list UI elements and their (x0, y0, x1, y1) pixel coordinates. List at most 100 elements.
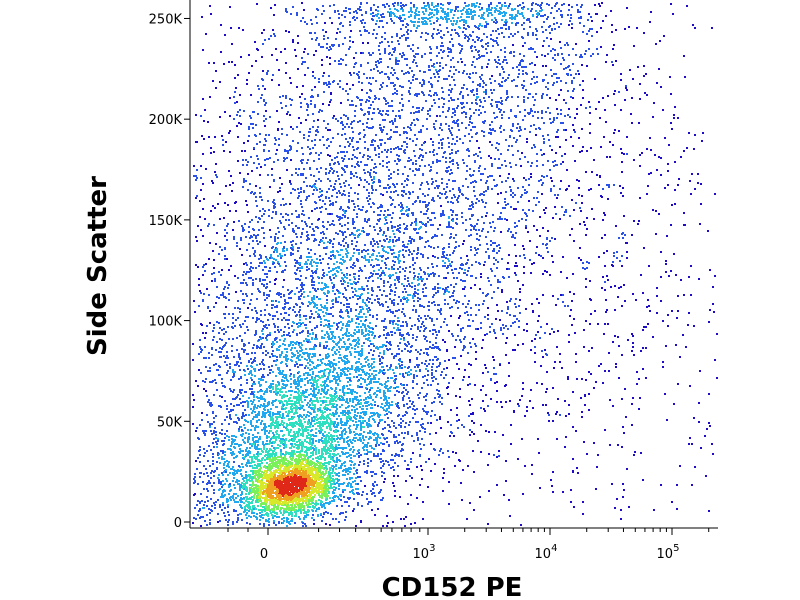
event-dot (327, 263, 329, 265)
event-dot (308, 406, 310, 408)
event-dot (278, 331, 280, 333)
event-dot (424, 201, 426, 203)
event-dot (315, 490, 317, 492)
event-dot (335, 429, 337, 431)
event-dot (330, 331, 332, 333)
event-dot (333, 359, 335, 361)
event-dot (484, 364, 486, 366)
event-dot (316, 470, 318, 472)
event-dot (301, 489, 303, 491)
event-dot (241, 429, 243, 431)
event-dot (313, 485, 315, 487)
event-dot (236, 443, 238, 445)
event-dot (239, 389, 241, 391)
event-dot (282, 413, 284, 415)
event-dot (272, 412, 274, 414)
event-dot (218, 479, 220, 481)
event-dot (308, 415, 310, 417)
event-dot (228, 461, 230, 463)
event-dot (210, 472, 212, 474)
event-dot (341, 464, 343, 466)
event-dot (341, 311, 343, 313)
event-dot (259, 464, 261, 466)
event-dot (311, 348, 313, 350)
event-dot (309, 364, 311, 366)
event-dot (232, 313, 234, 315)
event-dot (275, 364, 277, 366)
event-dot (275, 452, 277, 454)
event-dot (285, 478, 287, 480)
event-dot (307, 475, 309, 477)
event-dot (218, 374, 220, 376)
event-dot (240, 513, 242, 515)
event-dot (308, 499, 310, 501)
event-dot (345, 452, 347, 454)
event-dot (320, 384, 322, 386)
event-dot (320, 393, 322, 395)
event-dot (362, 435, 364, 437)
event-dot (249, 465, 251, 467)
event-dot (269, 413, 271, 415)
event-dot (211, 273, 213, 275)
event-dot (357, 346, 359, 348)
event-dot (360, 412, 362, 414)
event-dot (258, 496, 260, 498)
event-dot (212, 453, 214, 455)
event-dot (196, 468, 198, 470)
event-dot (283, 422, 285, 424)
event-dot (337, 374, 339, 376)
event-dot (387, 388, 389, 390)
event-dot (349, 377, 351, 379)
event-dot (263, 444, 265, 446)
event-dot (242, 454, 244, 456)
event-dot (348, 468, 350, 470)
event-dot (232, 409, 234, 411)
event-dot (368, 438, 370, 440)
event-dot (312, 404, 314, 406)
event-dot (324, 380, 326, 382)
event-dot (296, 460, 298, 462)
event-dot (208, 445, 210, 447)
event-dot (263, 482, 265, 484)
event-dot (276, 418, 278, 420)
event-dot (291, 400, 293, 402)
event-dot (375, 325, 377, 327)
event-dot (228, 514, 230, 516)
event-dot (274, 458, 276, 460)
event-dot (203, 473, 205, 475)
event-dot (233, 421, 235, 423)
event-dot (278, 484, 280, 486)
event-dot (414, 413, 416, 415)
event-dot (412, 297, 414, 299)
event-dot (407, 503, 409, 505)
event-dot (295, 421, 297, 423)
event-dot (266, 294, 268, 296)
event-dot (283, 426, 285, 428)
event-dot (319, 474, 321, 476)
event-dot (320, 417, 322, 419)
event-dot (215, 441, 217, 443)
event-dot (333, 403, 335, 405)
event-dot (308, 501, 310, 503)
event-dot (355, 418, 357, 420)
event-dot (329, 423, 331, 425)
event-dot (285, 475, 287, 477)
event-dot (302, 472, 304, 474)
event-dot (284, 497, 286, 499)
event-dot (224, 433, 226, 435)
event-dot (285, 459, 287, 461)
event-dot (232, 480, 234, 482)
event-dot (213, 432, 215, 434)
event-dot (357, 198, 359, 200)
event-dot (357, 385, 359, 387)
event-dot (300, 491, 302, 493)
event-dot (346, 328, 348, 330)
event-dot (343, 341, 345, 343)
event-dot (291, 477, 293, 479)
event-dot (331, 436, 333, 438)
event-dot (367, 458, 369, 460)
event-dot (299, 486, 301, 488)
event-dot (409, 400, 411, 402)
event-dot (418, 273, 420, 275)
event-dot (301, 401, 303, 403)
